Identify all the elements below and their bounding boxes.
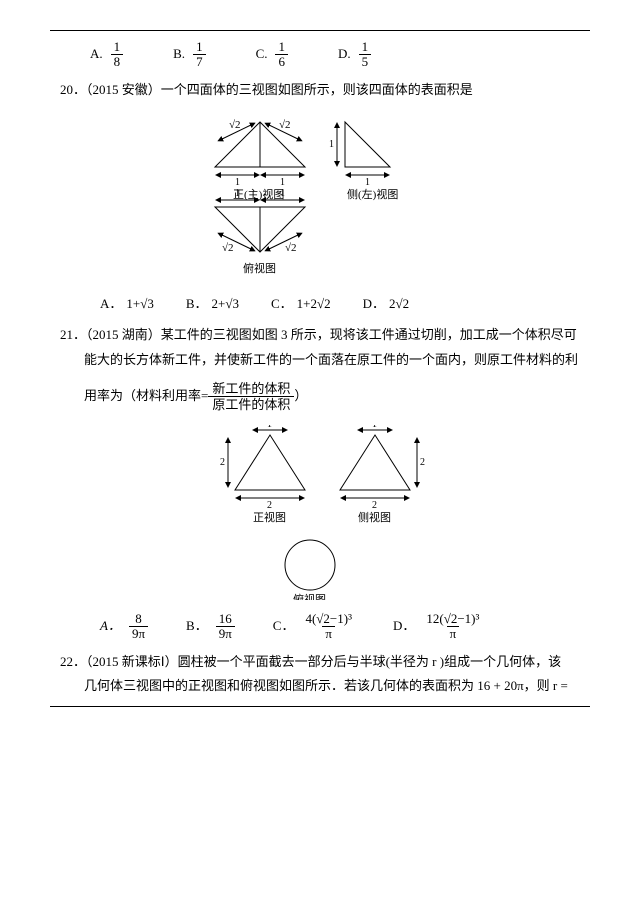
q19-d-den: 5	[359, 54, 372, 69]
svg-text:√2: √2	[229, 119, 241, 131]
q22-line1: （2015 新课标Ⅰ）圆柱被一个平面截去一部分后与半球(半径为 r )组成一个几…	[86, 654, 561, 669]
svg-text:侧(左)视图: 侧(左)视图	[347, 187, 398, 201]
q22-number: 22．	[60, 654, 86, 669]
q20-option-c: C．1+2√2	[271, 294, 331, 315]
q19-b-num: 1	[193, 40, 206, 54]
q19-b-den: 7	[193, 54, 206, 69]
svg-text:1: 1	[372, 425, 377, 430]
svg-text:√2: √2	[222, 242, 234, 254]
svg-text:侧视图: 侧视图	[358, 510, 391, 524]
q21-line3-prefix: 用率为（材料利用率=	[84, 386, 208, 407]
top-rule	[50, 30, 590, 31]
q20-number: 20．	[60, 82, 86, 97]
q21-line1: （2015 湖南）某工件的三视图如图 3 所示，现将该工件通过切削，加工成一个体…	[86, 327, 577, 342]
q21-option-b: B． 169π	[186, 612, 235, 642]
q19-c-num: 1	[275, 40, 288, 54]
svg-text:√2: √2	[285, 242, 297, 254]
svg-text:2: 2	[420, 457, 425, 468]
q20-option-b: B．2+√3	[186, 294, 239, 315]
svg-text:俯视图: 俯视图	[243, 261, 276, 275]
q22-line2: 几何体三视图中的正视图和俯视图如图所示．若该几何体的表面积为 16 + 20π，…	[60, 676, 590, 697]
q19-d-label: D.	[338, 44, 351, 65]
q21-number: 21．	[60, 327, 86, 342]
q21: 21．（2015 湖南）某工件的三视图如图 3 所示，现将该工件通过切削，加工成…	[50, 325, 590, 641]
svg-text:2: 2	[267, 500, 272, 511]
q21-option-a: A． 89π	[100, 612, 148, 642]
q20-option-d: D．2√2	[363, 294, 410, 315]
q20-option-a: A．1+√3	[100, 294, 154, 315]
q20-text: （2015 安徽）一个四面体的三视图如图所示，则该四面体的表面积是	[86, 82, 473, 97]
q21-option-d: D． 12(√2−1)³π	[393, 612, 482, 642]
q19-option-a: A. 1 8	[90, 40, 123, 70]
svg-text:1: 1	[365, 177, 370, 188]
q19-c-label: C.	[256, 44, 268, 65]
q21-figure: 1 2 2 正视图 1 2 2 侧视图 俯视图	[60, 425, 590, 600]
q19-option-d: D. 1 5	[338, 40, 371, 70]
q19-a-num: 1	[111, 40, 124, 54]
q21-frac-num: 新工件的体积	[208, 381, 294, 397]
bottom-rule	[50, 706, 590, 707]
svg-text:正视图: 正视图	[253, 510, 286, 524]
q21-options: A． 89π B． 169π C． 4(√2−1)³π D． 12(√2−1)³…	[60, 612, 590, 642]
q22: 22．（2015 新课标Ⅰ）圆柱被一个平面截去一部分后与半球(半径为 r )组成…	[50, 652, 590, 698]
svg-text:1: 1	[280, 188, 285, 199]
q19-d-num: 1	[359, 40, 372, 54]
svg-text:1: 1	[280, 177, 285, 188]
q19-c-den: 6	[275, 54, 288, 69]
svg-text:2: 2	[372, 500, 377, 511]
q21-option-c: C． 4(√2−1)³π	[273, 612, 355, 642]
svg-text:1: 1	[267, 425, 272, 430]
q19-a-label: A.	[90, 44, 103, 65]
svg-text:1: 1	[235, 188, 240, 199]
q19-b-label: B.	[173, 44, 185, 65]
q21-line3: 用率为（材料利用率= 新工件的体积 原工件的体积 ）	[84, 381, 590, 413]
svg-text:2: 2	[220, 457, 225, 468]
q20-figure: √2 √2 1 1 正(主)视图 1 1 侧(左)视图	[60, 112, 590, 282]
svg-text:√2: √2	[279, 119, 291, 131]
q21-line2: 能大的长方体新工件，并使新工件的一个面落在原工件的一个面内，则原工件材料的利	[84, 350, 590, 371]
svg-text:俯视图: 俯视图	[293, 592, 326, 600]
q20: 20．（2015 安徽）一个四面体的三视图如图所示，则该四面体的表面积是 √2 …	[50, 80, 590, 316]
q21-frac-den: 原工件的体积	[208, 396, 294, 413]
q19-option-c: C. 1 6	[256, 40, 288, 70]
q20-options: A．1+√3 B．2+√3 C．1+2√2 D．2√2	[60, 294, 590, 315]
q19-a-den: 8	[111, 54, 124, 69]
svg-text:1: 1	[329, 139, 334, 150]
svg-text:1: 1	[235, 177, 240, 188]
q19-options: A. 1 8 B. 1 7 C. 1 6 D. 1 5	[50, 40, 590, 70]
q19-option-b: B. 1 7	[173, 40, 205, 70]
q21-line3-suffix: ）	[294, 386, 307, 407]
svg-text:正(主)视图: 正(主)视图	[233, 187, 284, 201]
